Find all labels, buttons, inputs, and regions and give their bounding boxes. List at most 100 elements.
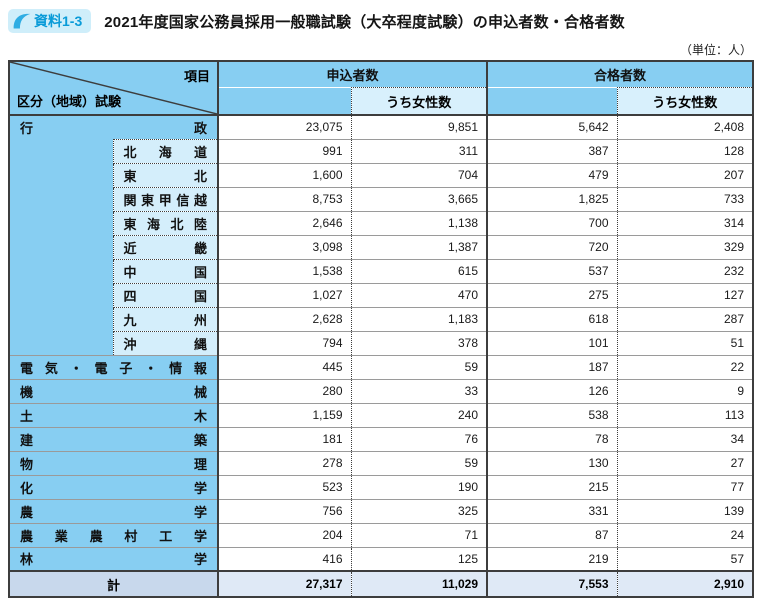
- cell-passers-women: 34: [616, 426, 754, 451]
- table-row: 東海北陸 2,646 1,138 700 314: [9, 210, 754, 235]
- cell-applicants: 756: [217, 498, 351, 523]
- cell-applicants: 1,159: [217, 402, 351, 427]
- cell-passers-women: 287: [616, 306, 754, 331]
- cell-passers: 187: [486, 354, 618, 379]
- page-header: 資料1-3 2021年度国家公務員採用一般職試験（大卒程度試験）の申込者数・合格…: [0, 0, 760, 34]
- cell-passers-women: 128: [616, 138, 754, 163]
- table-row: 行政 23,075 9,851 5,642 2,408: [9, 114, 754, 139]
- table-row: 中国 1,538 615 537 232: [9, 258, 754, 283]
- cell-applicants-women: 71: [350, 522, 488, 547]
- corner-header-cell: 項目 区分（地域）試験: [9, 61, 219, 116]
- cell-applicants-women: 59: [350, 450, 488, 475]
- table-row: 化学 523 190 215 77: [9, 474, 754, 499]
- table-row: 林学 416 125 219 57: [9, 546, 754, 571]
- row-label: 林学: [9, 546, 218, 571]
- cell-passers-women: 27: [616, 450, 754, 475]
- table-row: 沖縄 794 378 101 51: [9, 330, 754, 355]
- cell-applicants-women: 615: [350, 258, 488, 283]
- row-label: 近畿: [112, 234, 218, 259]
- cell-applicants: 991: [217, 138, 351, 163]
- cell-applicants-women: 378: [350, 330, 488, 355]
- cell-passers: 5,642: [486, 114, 618, 139]
- table-row: 電気・電子・情報 445 59 187 22: [9, 354, 754, 379]
- page-title: 2021年度国家公務員採用一般職試験（大卒程度試験）の申込者数・合格者数: [104, 13, 625, 31]
- badge-label: 資料1-3: [34, 13, 83, 29]
- cell-passers: 387: [486, 138, 618, 163]
- subcolumn-passers-women: うち女性数: [616, 87, 754, 116]
- row-label: 四国: [112, 282, 218, 307]
- row-label: 東北: [112, 162, 218, 187]
- cell-passers-women: 113: [616, 402, 754, 427]
- cell-applicants-women: 190: [350, 474, 488, 499]
- cell-passers-women: 139: [616, 498, 754, 523]
- cell-applicants: 278: [217, 450, 351, 475]
- cell-applicants: 181: [217, 426, 351, 451]
- table-row: 九州 2,628 1,183 618 287: [9, 306, 754, 331]
- cell-passers: 537: [486, 258, 618, 283]
- cell-applicants-women: 33: [350, 378, 488, 403]
- cell-applicants-women: 470: [350, 282, 488, 307]
- cell-passers: 101: [486, 330, 618, 355]
- cell-passers-women: 207: [616, 162, 754, 187]
- row-label: 化学: [9, 474, 218, 499]
- cell-passers: 700: [486, 210, 618, 235]
- row-label: 沖縄: [112, 330, 218, 355]
- cell-passers-women: 2,408: [616, 114, 754, 139]
- cell-passers: 479: [486, 162, 618, 187]
- document-badge: 資料1-3: [8, 9, 92, 33]
- table-row: 農学 756 325 331 139: [9, 498, 754, 523]
- cell-passers-women: 24: [616, 522, 754, 547]
- cell-applicants: 2,628: [217, 306, 351, 331]
- cell-applicants-women: 325: [350, 498, 488, 523]
- unit-note: （単位：人）: [679, 43, 752, 57]
- cell-applicants-women: 9,851: [350, 114, 488, 139]
- cell-passers-women: 57: [616, 546, 754, 571]
- cell-passers: 331: [486, 498, 618, 523]
- row-label: 中国: [112, 258, 218, 283]
- cell-applicants-women: 3,665: [350, 186, 488, 211]
- cell-applicants-women: 125: [350, 546, 488, 571]
- cell-passers-women: 314: [616, 210, 754, 235]
- cell-applicants: 523: [217, 474, 351, 499]
- cell-passers: 78: [486, 426, 618, 451]
- cell-total-applicants: 27,317: [217, 570, 351, 597]
- row-label: 物理: [9, 450, 218, 475]
- row-label: 建築: [9, 426, 218, 451]
- cell-applicants-women: 59: [350, 354, 488, 379]
- cell-applicants: 280: [217, 378, 351, 403]
- diagonal-divider: [10, 62, 217, 114]
- cell-total-passers: 7,553: [486, 570, 618, 597]
- cell-applicants-women: 311: [350, 138, 488, 163]
- cell-passers-women: 232: [616, 258, 754, 283]
- cell-passers: 538: [486, 402, 618, 427]
- row-label: 農業農村工学: [9, 522, 218, 547]
- cell-passers-women: 733: [616, 186, 754, 211]
- table-row: 土木 1,159 240 538 113: [9, 402, 754, 427]
- cell-applicants: 23,075: [217, 114, 351, 139]
- row-label: 機械: [9, 378, 218, 403]
- cell-total-passers-women: 2,910: [616, 570, 754, 597]
- cell-applicants-women: 240: [350, 402, 488, 427]
- cell-passers-women: 9: [616, 378, 754, 403]
- cell-applicants: 8,753: [217, 186, 351, 211]
- row-label: 東海北陸: [112, 210, 218, 235]
- total-label: 計: [9, 570, 218, 597]
- cell-applicants: 204: [217, 522, 351, 547]
- cell-applicants: 445: [217, 354, 351, 379]
- row-label: 北海道: [112, 138, 218, 163]
- column-group-passers: 合格者数: [486, 61, 754, 88]
- cell-passers-women: 51: [616, 330, 754, 355]
- cell-applicants: 2,646: [217, 210, 351, 235]
- row-label: 農学: [9, 498, 218, 523]
- cell-total-applicants-women: 11,029: [350, 570, 488, 597]
- row-label: 関東甲信越: [112, 186, 218, 211]
- cell-applicants-women: 76: [350, 426, 488, 451]
- table-header-row-1: 項目 区分（地域）試験 申込者数 合格者数: [9, 61, 754, 116]
- cell-applicants: 3,098: [217, 234, 351, 259]
- cell-passers: 126: [486, 378, 618, 403]
- table-row: 農業農村工学 204 71 87 24: [9, 522, 754, 547]
- cell-passers: 215: [486, 474, 618, 499]
- region-group-spacer: [9, 139, 113, 355]
- cell-applicants: 1,027: [217, 282, 351, 307]
